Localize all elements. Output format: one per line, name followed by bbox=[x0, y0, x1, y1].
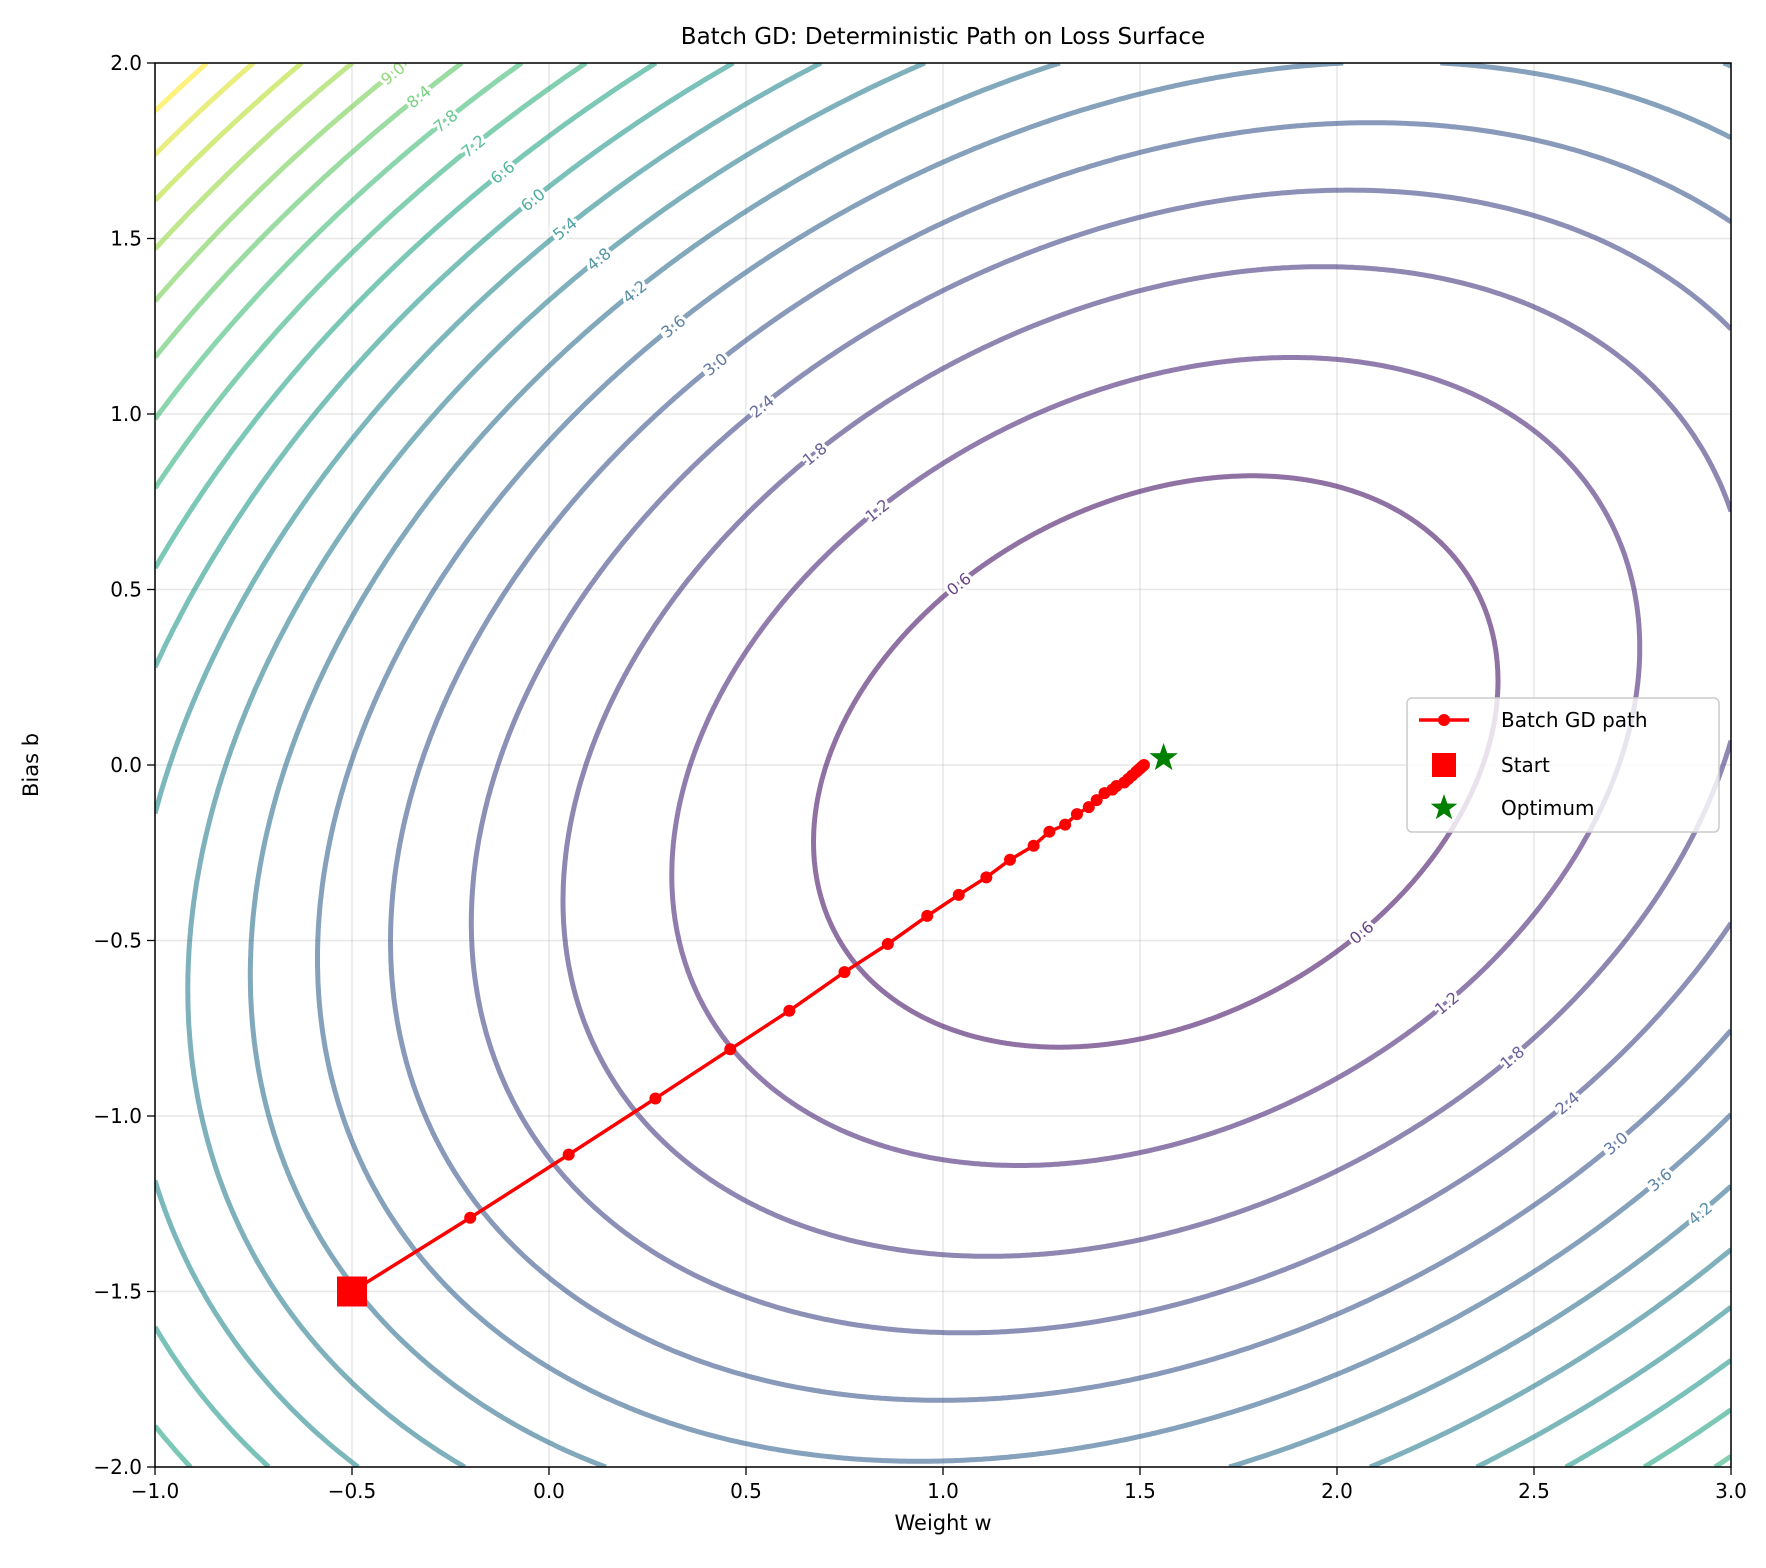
y-tick-label: 1.0 bbox=[110, 402, 142, 426]
y-tick-label: 0.0 bbox=[110, 753, 142, 777]
y-tick-label: 1.5 bbox=[110, 227, 142, 251]
gd-path-point bbox=[724, 1043, 737, 1056]
gd-path-point bbox=[464, 1211, 477, 1224]
y-tick-label: −2.0 bbox=[93, 1455, 142, 1479]
contour-level-10.8 bbox=[155, 63, 255, 157]
x-tick-label: 1.0 bbox=[927, 1479, 959, 1503]
x-tick-label: 0.0 bbox=[533, 1479, 565, 1503]
legend-star-marker-icon bbox=[1430, 794, 1458, 820]
optimum-star-marker bbox=[1149, 743, 1178, 771]
contour-level-9 bbox=[155, 63, 407, 303]
gd-path-point bbox=[921, 909, 934, 922]
contour-level-10.2 bbox=[155, 63, 304, 203]
gd-path-point bbox=[838, 966, 851, 979]
contour-level-6.6 bbox=[155, 63, 1731, 1467]
legend-square-marker-icon bbox=[1432, 753, 1456, 777]
contour-level-0.6 bbox=[811, 473, 1501, 1050]
x-axis-label: Weight w bbox=[894, 1511, 991, 1535]
x-tick-label: 3.0 bbox=[1715, 1479, 1747, 1503]
legend-label-optimum: Optimum bbox=[1501, 796, 1594, 820]
legend-circle-marker-icon bbox=[1438, 714, 1450, 726]
legend-label-start: Start bbox=[1501, 753, 1550, 777]
contour-level-8.4 bbox=[155, 63, 464, 359]
contour-level-4.8 bbox=[185, 63, 1731, 1467]
y-tick-label: −0.5 bbox=[93, 929, 142, 953]
contour-level-3.6 bbox=[315, 63, 1731, 1464]
gd-path-point bbox=[1027, 839, 1040, 852]
legend-box bbox=[1406, 697, 1720, 833]
y-tick-label: −1.0 bbox=[93, 1104, 142, 1128]
legend: Batch GD path Start Optimum bbox=[1406, 697, 1720, 833]
contour-lines bbox=[155, 63, 1731, 1467]
contour-level-6 bbox=[155, 63, 1731, 1467]
gd-path-point bbox=[881, 938, 894, 951]
y-axis-label: Bias b bbox=[19, 733, 43, 797]
series-layer bbox=[337, 743, 1178, 1307]
legend-label-path: Batch GD path bbox=[1501, 708, 1648, 732]
x-tick-label: 2.0 bbox=[1321, 1479, 1353, 1503]
gd-path-point bbox=[1137, 759, 1150, 771]
contour-level-1.2 bbox=[669, 355, 1643, 1168]
x-tick-label: −1.0 bbox=[131, 1479, 180, 1503]
contour-level-7.8 bbox=[155, 63, 524, 421]
gd-path-point bbox=[1059, 818, 1072, 831]
x-tick-label: 1.5 bbox=[1124, 1479, 1156, 1503]
contour-level-3 bbox=[388, 120, 1731, 1403]
gd-path-point bbox=[980, 871, 993, 884]
y-tick-label: 0.5 bbox=[110, 578, 142, 602]
y-tick-label: 2.0 bbox=[110, 51, 142, 75]
contour-level-9.6 bbox=[155, 63, 354, 251]
gd-path-point bbox=[649, 1092, 662, 1105]
gd-path-point bbox=[952, 888, 965, 901]
axis-ticks: −1.0 −0.5 0.0 0.5 1.0 1.5 2.0 2.5 3.0 −2.0 −1.5 −1.… bbox=[93, 51, 1746, 1503]
gd-path-point bbox=[1043, 825, 1056, 838]
gd-path-point bbox=[783, 1004, 796, 1017]
gd-path-point bbox=[1003, 853, 1016, 866]
contour-level-11.4 bbox=[155, 63, 209, 113]
y-tick-label: −1.5 bbox=[93, 1280, 142, 1304]
contour-level-5.4 bbox=[155, 63, 1731, 1467]
gd-path-point bbox=[562, 1148, 575, 1161]
chart-title: Batch GD: Deterministic Path on Loss Sur… bbox=[681, 24, 1205, 50]
contour-labels: 0.60.61.21.21.81.82.42.43.03.03.63.64.24… bbox=[374, 63, 1719, 1232]
gd-path-point bbox=[1090, 794, 1103, 807]
gd-path-point bbox=[1082, 801, 1095, 814]
x-tick-label: 2.5 bbox=[1518, 1479, 1550, 1503]
start-marker bbox=[337, 1276, 367, 1307]
x-tick-label: 0.5 bbox=[730, 1479, 762, 1503]
gd-path-point bbox=[1070, 808, 1083, 821]
x-tick-label: −0.5 bbox=[328, 1479, 377, 1503]
contour-level-2.4 bbox=[468, 187, 1731, 1336]
